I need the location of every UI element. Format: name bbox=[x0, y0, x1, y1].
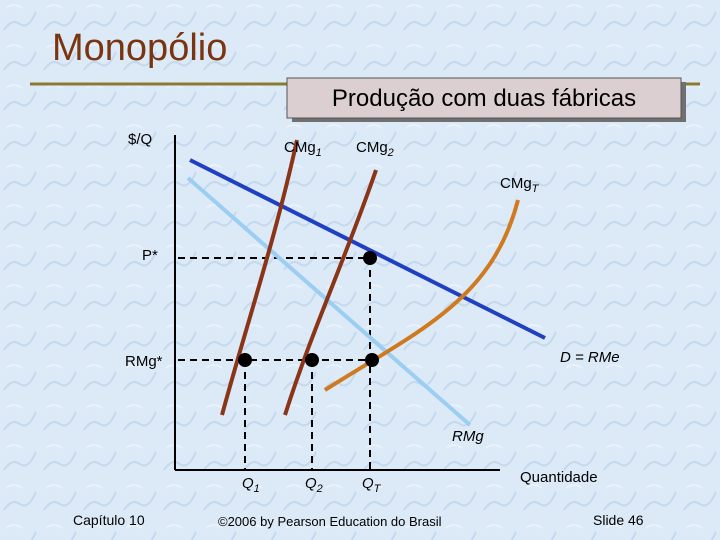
point bbox=[238, 353, 252, 367]
label-text: CMg bbox=[500, 175, 532, 192]
footer-copyright: ©2006 by Pearson Education do Brasil bbox=[218, 514, 442, 529]
mc2-curve bbox=[283, 169, 378, 416]
quantity-label: Q2 bbox=[305, 475, 323, 495]
footer-chapter: Capítulo 10 bbox=[73, 512, 145, 528]
label-text: Q bbox=[305, 475, 317, 492]
curve-label: D = RMe bbox=[560, 349, 620, 366]
footer-slide: Slide 46 bbox=[593, 512, 644, 528]
curve-label: CMg1 bbox=[284, 139, 322, 159]
subtitle-box bbox=[286, 77, 682, 119]
quantity-label: Q1 bbox=[242, 475, 260, 495]
label-subscript: T bbox=[532, 183, 540, 195]
slide-title: Monopólio bbox=[52, 27, 227, 69]
x-axis-label: Quantidade bbox=[520, 469, 598, 486]
label-text: CMg bbox=[284, 139, 316, 156]
point bbox=[365, 353, 379, 367]
point bbox=[363, 251, 377, 265]
label-text: Q bbox=[362, 475, 374, 492]
label-subscript: 1 bbox=[254, 483, 260, 495]
price-label: P* bbox=[142, 247, 158, 264]
point bbox=[305, 353, 319, 367]
quantity-label: QT bbox=[362, 475, 382, 495]
mr-label: RMg* bbox=[125, 353, 163, 370]
mr-curve bbox=[186, 176, 472, 427]
label-text: Q bbox=[242, 475, 254, 492]
label-subscript: 2 bbox=[387, 147, 394, 159]
label-subscript: T bbox=[374, 483, 382, 495]
y-axis-label: $/Q bbox=[128, 131, 152, 148]
curve-label: CMg2 bbox=[356, 139, 394, 159]
demand-curve bbox=[189, 158, 546, 340]
label-text: CMg bbox=[356, 139, 388, 156]
label-subscript: 2 bbox=[316, 483, 323, 495]
mct-curve bbox=[323, 199, 520, 392]
points bbox=[238, 251, 379, 367]
subtitle: Produção com duas fábricas bbox=[332, 85, 636, 112]
curve-label: RMg bbox=[452, 428, 484, 445]
label-subscript: 1 bbox=[316, 147, 322, 159]
guides bbox=[178, 257, 372, 470]
curve-label: CMgT bbox=[500, 175, 540, 195]
mc1-curve bbox=[220, 139, 299, 416]
